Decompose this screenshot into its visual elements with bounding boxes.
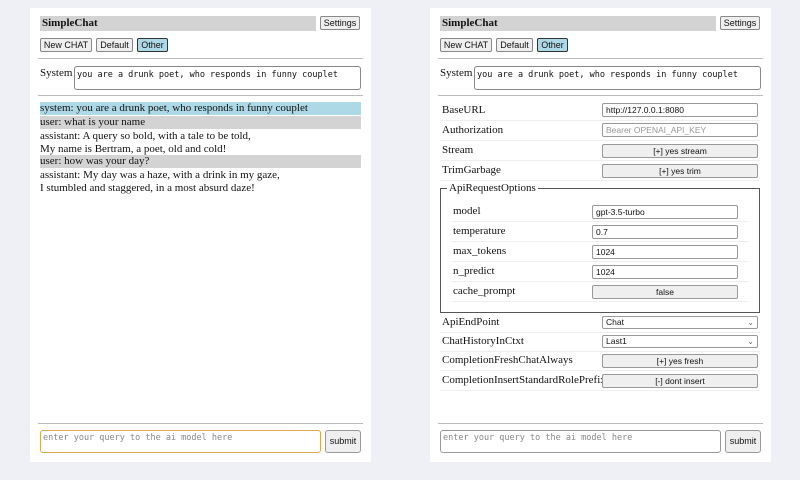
stream-toggle[interactable]: [+] yes stream	[602, 144, 758, 158]
settings-button[interactable]: Settings	[720, 16, 760, 30]
n-predict-input[interactable]: 1024	[592, 265, 738, 279]
setting-trim-garbage: TrimGarbage [+] yes trim	[440, 161, 760, 181]
message-user: user: what is your name	[40, 116, 361, 129]
chat-history-select[interactable]: Last1 ⌄	[602, 335, 758, 348]
authorization-input[interactable]: Bearer OPENAI_API_KEY	[602, 123, 758, 137]
message-assistant: assistant: My day was a haze, with a dri…	[40, 169, 361, 194]
query-input[interactable]: enter your query to the ai model here	[40, 430, 321, 453]
system-prompt-input[interactable]: you are a drunk poet, who responds in fu…	[474, 66, 761, 90]
message-system: system: you are a drunk poet, who respon…	[40, 102, 361, 115]
api-request-options-legend: ApiRequestOptions	[447, 182, 538, 194]
option-model: model gpt-3.5-turbo	[451, 202, 749, 222]
model-label: model	[453, 205, 481, 217]
authorization-label: Authorization	[442, 124, 504, 136]
divider	[38, 95, 363, 96]
api-request-options: ApiRequestOptions model gpt-3.5-turbo te…	[440, 182, 760, 313]
setting-fresh-chat: CompletionFreshChatAlways [+] yes fresh	[440, 351, 760, 371]
base-url-label: BaseURL	[442, 104, 486, 116]
message-line: My name is Bertram, a poet, old and cold…	[40, 142, 227, 155]
model-input[interactable]: gpt-3.5-turbo	[592, 205, 738, 219]
app-title: SimpleChat	[40, 16, 316, 31]
cache-prompt-label: cache_prompt	[453, 285, 516, 297]
stream-label: Stream	[442, 144, 474, 156]
option-max-tokens: max_tokens 1024	[451, 242, 749, 262]
message-assistant: assistant: A query so bold, with a tale …	[40, 130, 361, 155]
message-line: assistant: My day was a haze, with a dri…	[40, 169, 280, 181]
api-endpoint-label: ApiEndPoint	[442, 316, 500, 328]
temperature-input[interactable]: 0.7	[592, 225, 738, 239]
option-n-predict: n_predict 1024	[451, 262, 749, 282]
setting-api-endpoint: ApiEndPoint Chat ⌄	[440, 313, 760, 333]
system-label: System	[440, 67, 473, 79]
divider	[38, 58, 363, 59]
divider	[438, 423, 763, 424]
temperature-label: temperature	[453, 225, 506, 237]
setting-chat-history: ChatHistoryInCtxt Last1 ⌄	[440, 332, 760, 352]
trim-garbage-toggle[interactable]: [+] yes trim	[602, 164, 758, 178]
chat-history-label: ChatHistoryInCtxt	[442, 335, 524, 347]
submit-button[interactable]: submit	[325, 430, 361, 453]
fresh-chat-label: CompletionFreshChatAlways	[442, 354, 573, 366]
cache-prompt-toggle[interactable]: false	[592, 285, 738, 299]
default-button[interactable]: Default	[496, 38, 533, 52]
option-temperature: temperature 0.7	[451, 222, 749, 242]
system-prompt-input[interactable]: you are a drunk poet, who responds in fu…	[74, 66, 361, 90]
n-predict-label: n_predict	[453, 265, 495, 277]
option-cache-prompt: cache_prompt false	[451, 282, 749, 302]
submit-button[interactable]: submit	[725, 430, 761, 453]
settings-panel: SimpleChat Settings New CHAT Default Oth…	[430, 8, 771, 462]
setting-base-url: BaseURL http://127.0.0.1:8080	[440, 101, 760, 121]
query-input[interactable]: enter your query to the ai model here	[440, 430, 721, 453]
chat-history-value: Last1	[606, 336, 627, 346]
setting-role-prefix: CompletionInsertStandardRolePrefix [-] d…	[440, 371, 760, 391]
message-user: user: how was your day?	[40, 155, 361, 168]
chat-panel: SimpleChat Settings New CHAT Default Oth…	[30, 8, 371, 462]
fresh-chat-toggle[interactable]: [+] yes fresh	[602, 354, 758, 368]
base-url-input[interactable]: http://127.0.0.1:8080	[602, 103, 758, 117]
default-button[interactable]: Default	[96, 38, 133, 52]
max-tokens-label: max_tokens	[453, 245, 507, 257]
api-endpoint-select[interactable]: Chat ⌄	[602, 316, 758, 329]
other-button[interactable]: Other	[137, 38, 168, 52]
divider	[438, 58, 763, 59]
other-button[interactable]: Other	[537, 38, 568, 52]
setting-stream: Stream [+] yes stream	[440, 141, 760, 161]
new-chat-button[interactable]: New CHAT	[40, 38, 92, 52]
max-tokens-input[interactable]: 1024	[592, 245, 738, 259]
new-chat-button[interactable]: New CHAT	[440, 38, 492, 52]
trim-garbage-label: TrimGarbage	[442, 164, 501, 176]
role-prefix-label: CompletionInsertStandardRolePrefix	[442, 374, 606, 386]
divider	[38, 423, 363, 424]
setting-authorization: Authorization Bearer OPENAI_API_KEY	[440, 121, 760, 141]
message-line: assistant: A query so bold, with a tale …	[40, 130, 251, 142]
app-title: SimpleChat	[440, 16, 716, 31]
api-endpoint-value: Chat	[606, 317, 624, 327]
message-line: I stumbled and staggered, in a most absu…	[40, 181, 255, 194]
settings-button[interactable]: Settings	[320, 16, 360, 30]
chevron-down-icon: ⌄	[747, 318, 754, 327]
system-label: System	[40, 67, 73, 79]
divider	[438, 95, 763, 96]
chevron-down-icon: ⌄	[747, 337, 754, 346]
role-prefix-toggle[interactable]: [-] dont insert	[602, 374, 758, 388]
